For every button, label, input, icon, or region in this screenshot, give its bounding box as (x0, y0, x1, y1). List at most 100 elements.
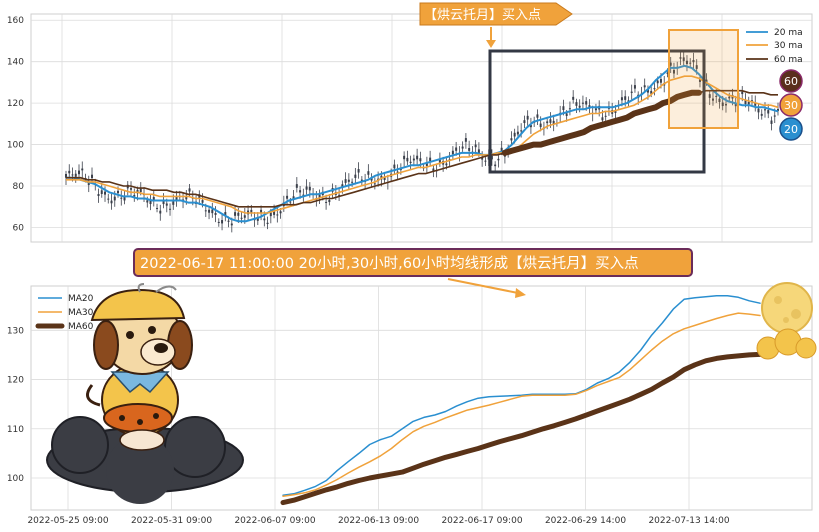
candle-body (347, 179, 350, 182)
candle-body (481, 157, 484, 160)
candle-body (757, 108, 760, 113)
candle-body (490, 155, 493, 160)
candle-body (581, 102, 584, 104)
candle-body (318, 194, 321, 199)
candle-body (747, 101, 750, 105)
candle-body (718, 98, 721, 102)
main-callout-pointer (447, 278, 519, 294)
moon-crater-3 (783, 317, 789, 323)
candle-body (474, 144, 477, 148)
candle-body (260, 209, 263, 214)
candle-body (224, 212, 227, 216)
candle-body (279, 211, 282, 214)
candle-body (575, 102, 578, 106)
candle-body (403, 155, 406, 160)
candle-body (328, 199, 331, 203)
dog-antenna-left (137, 283, 145, 293)
candle-body (468, 147, 471, 151)
candle-body (432, 168, 435, 171)
dark-cloud-puff-1 (51, 416, 109, 474)
candle-body (438, 159, 441, 163)
candle-body (585, 101, 588, 105)
candle-body (78, 170, 81, 175)
candle-body (679, 57, 682, 59)
candle-body (295, 184, 298, 188)
candle-body (451, 150, 454, 155)
candle-body (750, 100, 753, 102)
bottom-legend-label-ma30: MA30 (68, 308, 94, 318)
candle-body (104, 191, 107, 195)
dark-cloud-puff-2 (164, 416, 226, 478)
candle-body (243, 215, 246, 218)
candle-body (552, 120, 555, 125)
candle-body (429, 157, 432, 162)
bottom-x-tick-label: 2022-06-17 09:00 (441, 516, 522, 526)
candle-body (461, 146, 464, 149)
dog-eye-left (126, 331, 134, 339)
moon-illustration (756, 282, 817, 360)
candle-body (100, 190, 103, 194)
candle-body (162, 200, 165, 205)
candle-body (338, 194, 341, 196)
candle-body (188, 188, 191, 192)
candle-body (728, 96, 731, 99)
candle-body (117, 190, 120, 194)
candle-body (500, 147, 503, 152)
bottom-y-tick-label: 100 (7, 474, 24, 484)
candle-body (217, 221, 220, 223)
dog-skirt-spot-3 (153, 413, 159, 419)
candle-body (107, 198, 110, 200)
candle-body (139, 188, 142, 192)
candle-body (601, 117, 604, 121)
candle-body (341, 184, 344, 188)
candle-body (383, 177, 386, 180)
candle-body (744, 100, 747, 105)
top-callout: 【烘云托月】买入点 (419, 2, 573, 48)
candle-body (760, 113, 763, 116)
candle-body (777, 109, 779, 111)
candle-body (87, 181, 90, 186)
bottom-y-tick-label: 110 (7, 425, 24, 435)
candle-body (230, 223, 233, 226)
candle-body (152, 197, 155, 200)
candle-body (594, 108, 597, 111)
badge-20-text: 20 (784, 123, 798, 136)
candle-body (484, 160, 487, 162)
candle-body (393, 164, 396, 169)
candle-body (276, 214, 279, 216)
candle-body (630, 91, 633, 93)
candle-body (767, 110, 770, 114)
top-y-tick-label: 140 (7, 58, 24, 68)
candle-body (708, 94, 711, 98)
dog-skirt-spot-2 (137, 419, 143, 425)
bottom-legend-label-ma60: MA60 (68, 322, 94, 332)
candle-body (685, 60, 688, 64)
candle-body (695, 65, 698, 69)
candle-body (734, 103, 737, 107)
dog-tail (86, 384, 101, 407)
candle-body (81, 168, 84, 171)
top-callout-shape (419, 2, 573, 26)
candle-body (110, 200, 113, 204)
top-y-tick-label: 60 (13, 223, 25, 233)
dog-belly-skirt (103, 403, 173, 433)
bottom-line-ma20 (282, 295, 761, 496)
candle-body (373, 183, 376, 185)
candle-body (510, 138, 513, 141)
candle-body (763, 109, 766, 111)
main-callout-box (133, 248, 693, 277)
candle-body (146, 200, 149, 203)
candle-body (123, 197, 126, 201)
bottom-line-ma30 (282, 312, 761, 497)
candle-body (549, 119, 552, 123)
candle-body (724, 104, 727, 106)
candle-body (666, 72, 669, 74)
ma-badges: 60 30 20 (779, 69, 803, 141)
signal-window-box (488, 49, 706, 174)
candle-body (237, 212, 240, 216)
candle-body (214, 212, 217, 215)
candle-body (406, 157, 409, 162)
candle-body (120, 197, 123, 199)
badge-30-text: 30 (784, 99, 798, 112)
candle-body (299, 190, 302, 193)
